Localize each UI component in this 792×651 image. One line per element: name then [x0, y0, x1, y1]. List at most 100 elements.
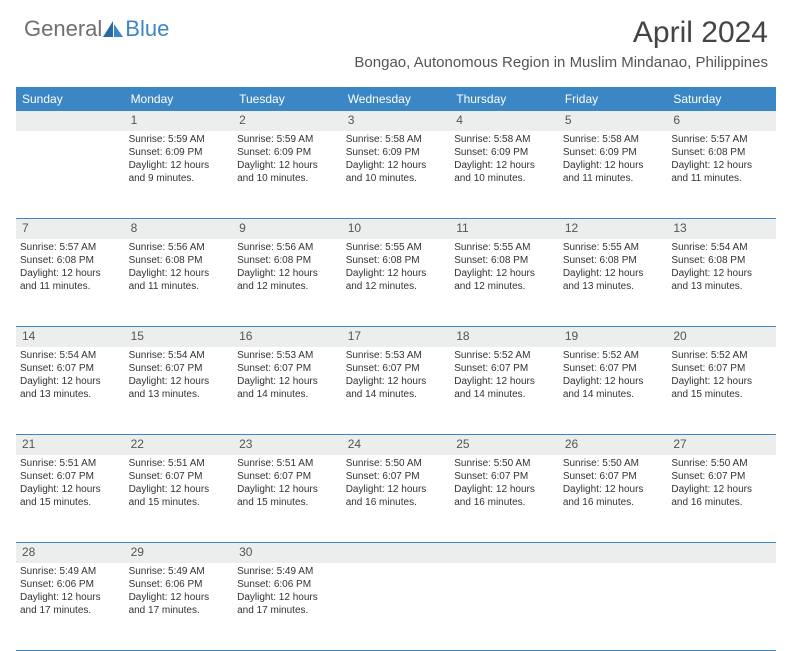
day-sunrise: Sunrise: 5:55 AM [454, 241, 555, 254]
day-day2: and 12 minutes. [237, 280, 338, 293]
day-cell: Sunrise: 5:49 AMSunset: 6:06 PMDaylight:… [16, 563, 125, 651]
weekday-header: Friday [559, 87, 668, 111]
day-day2: and 12 minutes. [454, 280, 555, 293]
day-day1: Daylight: 12 hours [20, 591, 121, 604]
week-row: Sunrise: 5:49 AMSunset: 6:06 PMDaylight:… [16, 563, 776, 651]
day-number: 21 [16, 435, 125, 455]
day-number: 11 [450, 219, 559, 239]
day-cell: Sunrise: 5:52 AMSunset: 6:07 PMDaylight:… [559, 347, 668, 435]
day-sunrise: Sunrise: 5:51 AM [129, 457, 230, 470]
day-sunset: Sunset: 6:09 PM [346, 146, 447, 159]
day-number [342, 543, 451, 563]
day-sunrise: Sunrise: 5:51 AM [237, 457, 338, 470]
day-sunset: Sunset: 6:06 PM [129, 578, 230, 591]
day-number: 15 [125, 327, 234, 347]
day-number: 2 [233, 111, 342, 131]
day-day2: and 12 minutes. [346, 280, 447, 293]
day-number: 1 [125, 111, 234, 131]
day-number: 24 [342, 435, 451, 455]
day-number: 19 [559, 327, 668, 347]
day-number: 29 [125, 543, 234, 563]
day-cell: Sunrise: 5:53 AMSunset: 6:07 PMDaylight:… [342, 347, 451, 435]
day-number: 10 [342, 219, 451, 239]
day-number: 17 [342, 327, 451, 347]
day-cell [16, 131, 125, 219]
calendar-table: Sunday Monday Tuesday Wednesday Thursday… [16, 87, 776, 651]
week-row: Sunrise: 5:57 AMSunset: 6:08 PMDaylight:… [16, 239, 776, 327]
day-sunrise: Sunrise: 5:49 AM [237, 565, 338, 578]
day-number: 3 [342, 111, 451, 131]
day-cell: Sunrise: 5:51 AMSunset: 6:07 PMDaylight:… [233, 455, 342, 543]
day-number: 20 [667, 327, 776, 347]
day-day1: Daylight: 12 hours [20, 483, 121, 496]
day-sunrise: Sunrise: 5:50 AM [563, 457, 664, 470]
day-sunset: Sunset: 6:06 PM [237, 578, 338, 591]
day-sunrise: Sunrise: 5:52 AM [454, 349, 555, 362]
day-day2: and 13 minutes. [563, 280, 664, 293]
week-row: Sunrise: 5:51 AMSunset: 6:07 PMDaylight:… [16, 455, 776, 543]
day-sunrise: Sunrise: 5:55 AM [563, 241, 664, 254]
day-cell: Sunrise: 5:54 AMSunset: 6:07 PMDaylight:… [16, 347, 125, 435]
day-sunrise: Sunrise: 5:58 AM [346, 133, 447, 146]
day-day2: and 17 minutes. [129, 604, 230, 617]
day-sunset: Sunset: 6:07 PM [454, 470, 555, 483]
day-number: 23 [233, 435, 342, 455]
day-sunrise: Sunrise: 5:54 AM [20, 349, 121, 362]
day-day1: Daylight: 12 hours [671, 267, 772, 280]
day-day2: and 16 minutes. [563, 496, 664, 509]
day-sunrise: Sunrise: 5:59 AM [237, 133, 338, 146]
location-subtitle: Bongao, Autonomous Region in Muslim Mind… [354, 54, 768, 71]
day-cell: Sunrise: 5:57 AMSunset: 6:08 PMDaylight:… [16, 239, 125, 327]
day-day2: and 11 minutes. [20, 280, 121, 293]
day-sunset: Sunset: 6:06 PM [20, 578, 121, 591]
day-day2: and 14 minutes. [454, 388, 555, 401]
day-day1: Daylight: 12 hours [563, 267, 664, 280]
day-cell: Sunrise: 5:58 AMSunset: 6:09 PMDaylight:… [559, 131, 668, 219]
day-sunset: Sunset: 6:07 PM [20, 470, 121, 483]
day-number [559, 543, 668, 563]
weekday-header: Wednesday [342, 87, 451, 111]
day-number: 9 [233, 219, 342, 239]
day-day1: Daylight: 12 hours [20, 375, 121, 388]
day-sunrise: Sunrise: 5:58 AM [454, 133, 555, 146]
day-day1: Daylight: 12 hours [454, 483, 555, 496]
day-sunrise: Sunrise: 5:53 AM [346, 349, 447, 362]
day-day2: and 15 minutes. [20, 496, 121, 509]
day-day1: Daylight: 12 hours [129, 483, 230, 496]
daynum-row: 282930 [16, 543, 776, 563]
day-cell: Sunrise: 5:56 AMSunset: 6:08 PMDaylight:… [125, 239, 234, 327]
weekday-header: Sunday [16, 87, 125, 111]
day-number: 28 [16, 543, 125, 563]
day-cell: Sunrise: 5:54 AMSunset: 6:08 PMDaylight:… [667, 239, 776, 327]
day-day2: and 13 minutes. [20, 388, 121, 401]
day-day2: and 10 minutes. [454, 172, 555, 185]
day-day2: and 11 minutes. [563, 172, 664, 185]
week-row: Sunrise: 5:59 AM Sunset: 6:09 PM Daylight:… [16, 131, 776, 219]
daynum-row: 14151617181920 [16, 327, 776, 347]
day-cell [450, 563, 559, 651]
day-day1: Daylight: 12 hours [129, 267, 230, 280]
day-cell: Sunrise: 5:52 AMSunset: 6:07 PMDaylight:… [667, 347, 776, 435]
weekday-header: Saturday [667, 87, 776, 111]
day-day1: Daylight: 12 hours [129, 375, 230, 388]
day-day1: Daylight: 12 hours [237, 591, 338, 604]
day-sunset: Sunset: 6:08 PM [129, 254, 230, 267]
day-day1: Daylight: 12 hours [454, 375, 555, 388]
page-header: General Blue April 2024 Bongao, Autonomo… [0, 0, 792, 75]
day-cell [342, 563, 451, 651]
day-day1: Daylight: 12 hours [671, 159, 772, 172]
day-day2: and 15 minutes. [237, 496, 338, 509]
day-sunset: Sunset: 6:07 PM [237, 362, 338, 375]
day-cell: Sunrise: 5:58 AMSunset: 6:09 PMDaylight:… [450, 131, 559, 219]
day-sunrise: Sunrise: 5:51 AM [20, 457, 121, 470]
day-sunrise: Sunrise: 5:58 AM [563, 133, 664, 146]
day-cell: Sunrise: 5:52 AMSunset: 6:07 PMDaylight:… [450, 347, 559, 435]
day-sunset: Sunset: 6:07 PM [671, 470, 772, 483]
day-sunset: Sunset: 6:08 PM [671, 146, 772, 159]
day-sunset: Sunset: 6:08 PM [563, 254, 664, 267]
day-sunrise: Sunrise: 5:52 AM [563, 349, 664, 362]
day-sunrise: Sunrise: 5:54 AM [671, 241, 772, 254]
daynum-row: 21222324252627 [16, 435, 776, 455]
day-sunrise: Sunrise: 5:54 AM [129, 349, 230, 362]
day-sunset: Sunset: 6:07 PM [563, 362, 664, 375]
